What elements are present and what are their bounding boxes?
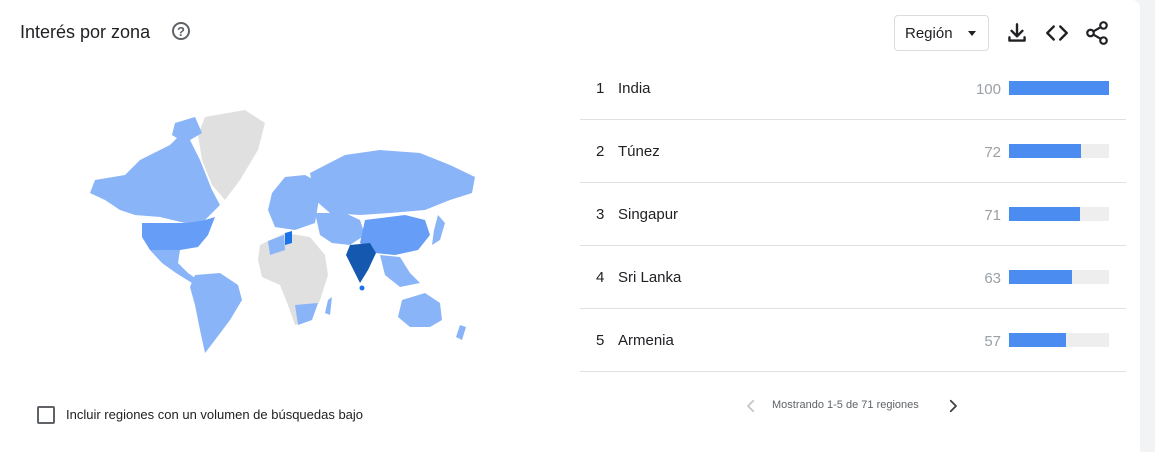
map-region-central-asia[interactable] <box>315 213 365 245</box>
map-region-north-africa[interactable] <box>268 235 285 255</box>
ranking-value: 57 <box>984 333 1001 350</box>
ranking-bar <box>1009 144 1081 158</box>
map-region-sri-lanka[interactable] <box>359 285 365 291</box>
ranking-row[interactable]: 1 India 100 <box>580 57 1126 120</box>
region-select-value: Región <box>905 24 953 42</box>
ranking-row[interactable]: 5 Armenia 57 <box>580 309 1126 372</box>
ranking-bar-track <box>1009 81 1109 95</box>
map-region-europe[interactable] <box>268 175 320 230</box>
map-region-russia[interactable] <box>310 150 475 215</box>
ranking-row[interactable]: 3 Singapur 71 <box>580 183 1126 246</box>
map-region-australia[interactable] <box>398 293 442 327</box>
map-region-tunisia[interactable] <box>285 231 292 245</box>
ranking-value: 100 <box>975 81 1001 98</box>
map-region-mexico[interactable] <box>150 250 198 283</box>
map-region-india[interactable] <box>346 243 376 283</box>
ranking-list: 1 India 100 2 Túnez 72 3 Singapur 71 4 S… <box>580 57 1126 372</box>
ranking-rank: 2 <box>596 143 605 160</box>
map-region-japan[interactable] <box>432 215 445 245</box>
ranking-rank: 5 <box>596 332 605 349</box>
world-map[interactable] <box>80 105 480 360</box>
ranking-value: 63 <box>984 270 1001 287</box>
help-icon[interactable]: ? <box>172 22 190 40</box>
ranking-bar-track <box>1009 144 1109 158</box>
region-select[interactable]: Región <box>894 15 989 51</box>
ranking-name: Sri Lanka <box>618 269 682 286</box>
ranking-bar <box>1009 270 1072 284</box>
pagination-label: Mostrando 1-5 de 71 regiones <box>772 399 919 411</box>
ranking-row[interactable]: 2 Túnez 72 <box>580 120 1126 183</box>
chevron-right-icon[interactable] <box>944 396 962 416</box>
map-region-madagascar[interactable] <box>325 297 332 315</box>
ranking-value: 71 <box>984 207 1001 224</box>
map-region-arctic-islands[interactable] <box>172 117 202 143</box>
map-region-africa[interactable] <box>258 233 328 325</box>
map-region-canada[interactable] <box>90 130 220 223</box>
map-region-usa[interactable] <box>142 217 215 253</box>
ranking-rank: 1 <box>596 80 605 97</box>
map-region-china[interactable] <box>360 215 430 255</box>
download-icon[interactable] <box>1004 20 1030 46</box>
embed-code-icon[interactable] <box>1044 20 1070 46</box>
ranking-bar <box>1009 207 1080 221</box>
ranking-name: India <box>618 80 651 97</box>
pagination: Mostrando 1-5 de 71 regiones <box>742 396 964 416</box>
ranking-name: Armenia <box>618 332 674 349</box>
ranking-bar-track <box>1009 207 1109 221</box>
ranking-name: Singapur <box>618 206 679 223</box>
ranking-bar <box>1009 81 1109 95</box>
share-icon[interactable] <box>1084 20 1110 46</box>
map-region-greenland[interactable] <box>198 110 265 200</box>
low-volume-label[interactable]: Incluir regiones con un volumen de búsqu… <box>66 407 364 422</box>
caret-down-icon <box>968 31 976 36</box>
ranking-value: 72 <box>984 144 1001 161</box>
ranking-bar <box>1009 333 1066 347</box>
ranking-rank: 4 <box>596 269 605 286</box>
card-title: Interés por zona <box>20 22 151 42</box>
chevron-left-icon[interactable] <box>742 396 760 416</box>
ranking-row[interactable]: 4 Sri Lanka 63 <box>580 246 1126 309</box>
map-region-south-america[interactable] <box>190 273 242 353</box>
map-region-southern-africa[interactable] <box>295 303 318 325</box>
ranking-rank: 3 <box>596 206 605 223</box>
low-volume-checkbox[interactable] <box>37 406 55 424</box>
map-region-southeast-asia[interactable] <box>380 255 420 287</box>
ranking-name: Túnez <box>618 143 660 160</box>
ranking-bar-track <box>1009 270 1109 284</box>
ranking-bar-track <box>1009 333 1109 347</box>
map-region-new-zealand[interactable] <box>456 325 466 340</box>
